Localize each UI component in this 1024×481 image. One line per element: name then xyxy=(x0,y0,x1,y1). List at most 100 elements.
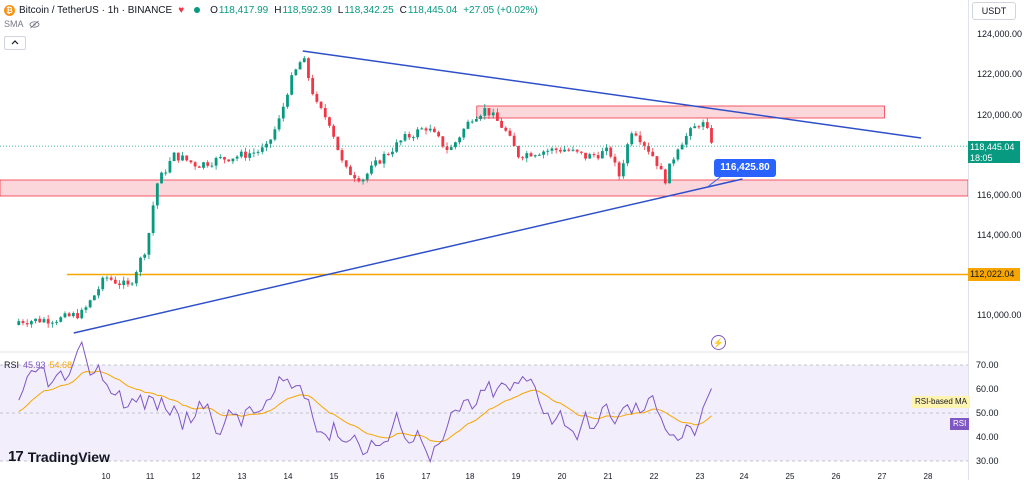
candle-body xyxy=(302,58,306,63)
candle-body xyxy=(231,158,235,162)
price-chart[interactable] xyxy=(0,0,968,480)
candle-body xyxy=(344,160,348,167)
collapse-legend-button[interactable] xyxy=(4,36,26,50)
candle-body xyxy=(38,318,42,323)
high-label: H xyxy=(274,4,282,16)
candle-body xyxy=(651,151,655,157)
eye-hidden-icon[interactable] xyxy=(29,20,40,29)
tradingview-logo[interactable]: 17 TradingView xyxy=(8,448,110,465)
rsi-tag: RSI xyxy=(950,418,970,430)
rsi-ma-tag: RSI-based MA xyxy=(912,396,971,408)
candle-body xyxy=(134,272,138,284)
rsi-legend: RSI 45.93 54.68 xyxy=(4,360,72,370)
candle-body xyxy=(550,148,554,151)
candle-body xyxy=(143,254,147,258)
open-value: 118,417.99 xyxy=(218,4,269,16)
candle-body xyxy=(323,108,327,118)
candle-body xyxy=(613,156,617,163)
sma-label: SMA xyxy=(4,19,24,29)
candle-body xyxy=(97,289,100,296)
candle-body xyxy=(596,155,600,159)
date-label: 27 xyxy=(877,472,887,481)
candle-body xyxy=(260,147,264,152)
candle-body xyxy=(336,136,340,151)
date-label: 24 xyxy=(739,472,749,481)
candle-body xyxy=(193,162,197,167)
candle-body xyxy=(454,142,457,148)
date-label: 10 xyxy=(101,472,111,481)
candle-body xyxy=(307,58,310,78)
candle-body xyxy=(617,162,621,177)
date-label: 18 xyxy=(465,472,475,481)
candle-body xyxy=(693,126,697,129)
candle-body xyxy=(563,149,566,152)
candle-body xyxy=(600,151,604,159)
candle-body xyxy=(529,153,533,157)
candle-body xyxy=(382,153,386,164)
rsi-name: RSI xyxy=(4,360,20,370)
candle-body xyxy=(147,233,151,255)
candle-body xyxy=(357,178,361,182)
candle-body xyxy=(462,128,466,138)
candle-body xyxy=(46,319,50,324)
candle-body xyxy=(579,151,583,153)
candle-body xyxy=(105,277,109,279)
candle-body xyxy=(399,140,403,143)
close-value: 118,445.04 xyxy=(407,4,458,16)
high-value: 118,592.39 xyxy=(282,4,332,16)
current-price-tag: 118,445.04 18:05 xyxy=(968,141,1020,163)
bitcoin-icon: ₿ xyxy=(4,4,15,16)
candle-body xyxy=(508,130,512,136)
candle-body xyxy=(525,153,529,159)
candle-body xyxy=(353,175,357,179)
low-label: L xyxy=(337,4,344,16)
candle-body xyxy=(424,128,428,131)
candle-body xyxy=(470,121,474,123)
candle-body xyxy=(29,321,33,325)
trendline-price-callout[interactable]: 116,425.80 xyxy=(714,159,776,177)
candle-body xyxy=(567,149,571,151)
rsi-tick: 40.00 xyxy=(976,432,999,442)
candle-body xyxy=(689,128,692,137)
currency-button[interactable]: USDT xyxy=(972,2,1016,20)
resistance-zone xyxy=(476,105,885,119)
heart-icon[interactable]: ♥ xyxy=(178,4,185,16)
candle-body xyxy=(290,75,294,95)
bar-countdown: 18:05 xyxy=(970,153,993,163)
symbol-title[interactable]: Bitcoin / TetherUS · 1h · BINANCE xyxy=(19,4,173,16)
candle-body xyxy=(248,153,252,158)
date-label: 20 xyxy=(557,472,567,481)
rsi-tick: 30.00 xyxy=(976,456,999,466)
lightning-icon[interactable]: ⚡ xyxy=(711,335,726,350)
date-label: 15 xyxy=(329,472,339,481)
price-tick: 114,000.00 xyxy=(977,230,1022,240)
candle-body xyxy=(239,151,243,157)
candle-body xyxy=(315,94,319,102)
candle-body xyxy=(433,128,436,133)
candle-body xyxy=(630,133,634,145)
candle-body xyxy=(647,145,650,152)
candle-body xyxy=(466,121,470,129)
candle-body xyxy=(298,62,302,70)
candle-body xyxy=(294,69,298,76)
candle-body xyxy=(638,135,642,143)
candle-body xyxy=(445,146,449,150)
candle-body xyxy=(63,313,67,318)
rsi-ma-value: 54.68 xyxy=(49,360,73,370)
candle-body xyxy=(697,126,701,128)
current-price-value: 118,445.04 xyxy=(970,142,1015,152)
date-label: 21 xyxy=(603,472,613,481)
date-label: 16 xyxy=(375,472,385,481)
candle-body xyxy=(340,150,344,161)
candle-body xyxy=(151,205,155,234)
date-label: 28 xyxy=(923,472,933,481)
price-axis[interactable]: 124,000.00 122,000.00 120,000.00 116,000… xyxy=(968,0,1024,480)
sma-indicator-row[interactable]: SMA xyxy=(4,19,40,29)
candle-body xyxy=(59,317,63,322)
candle-body xyxy=(235,156,239,159)
candle-body xyxy=(252,152,256,154)
market-status-dot-icon xyxy=(194,7,201,13)
candle-body xyxy=(365,173,369,180)
candle-body xyxy=(122,280,126,286)
candle-body xyxy=(109,277,113,280)
